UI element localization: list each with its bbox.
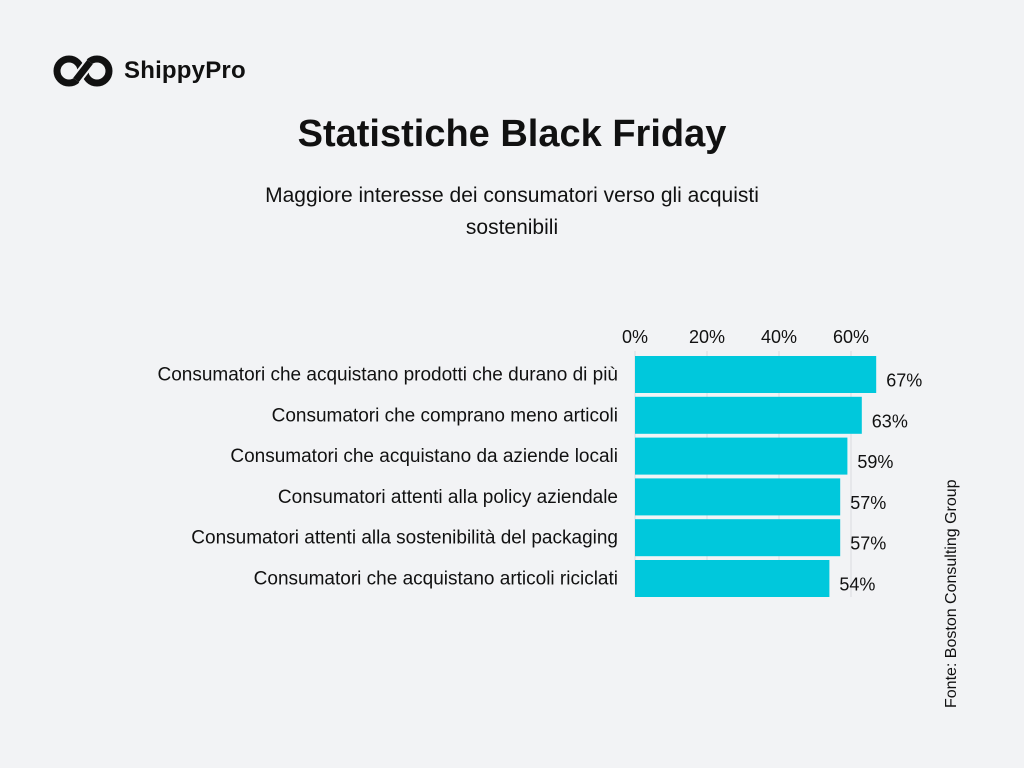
value-label: 57% [850, 493, 886, 513]
brand-logo: ShippyPro [52, 52, 246, 90]
x-tick-label: 60% [833, 327, 869, 347]
category-label: Consumatori che acquistano da aziende lo… [230, 446, 618, 467]
x-tick-label: 0% [622, 327, 648, 347]
bar [635, 437, 848, 475]
x-tick-label: 40% [761, 327, 797, 347]
bar [635, 396, 862, 434]
source-note: Fonte: Boston Consulting Group [943, 479, 960, 708]
value-label: 54% [839, 575, 875, 595]
bar [635, 478, 841, 516]
x-tick-label: 20% [689, 327, 725, 347]
value-label: 67% [886, 371, 922, 391]
category-label: Consumatori che acquistano articoli rici… [254, 569, 618, 590]
value-label: 59% [857, 452, 893, 472]
category-label: Consumatori attenti alla sostenibilità d… [191, 528, 618, 549]
category-label: Consumatori attenti alla policy aziendal… [278, 487, 618, 508]
chart-subtitle: Maggiore interesse dei consumatori verso… [265, 184, 759, 239]
category-label: Consumatori che acquistano prodotti che … [157, 365, 618, 386]
brand-name: ShippyPro [124, 57, 246, 84]
bar [635, 356, 877, 393]
value-label: 63% [872, 411, 908, 431]
value-label: 57% [850, 534, 886, 554]
infinity-icon [53, 55, 113, 87]
bar [635, 519, 841, 557]
category-label: Consumatori che comprano meno articoli [272, 405, 618, 426]
bar [635, 560, 830, 597]
chart-title: Statistiche Black Friday [297, 113, 727, 155]
